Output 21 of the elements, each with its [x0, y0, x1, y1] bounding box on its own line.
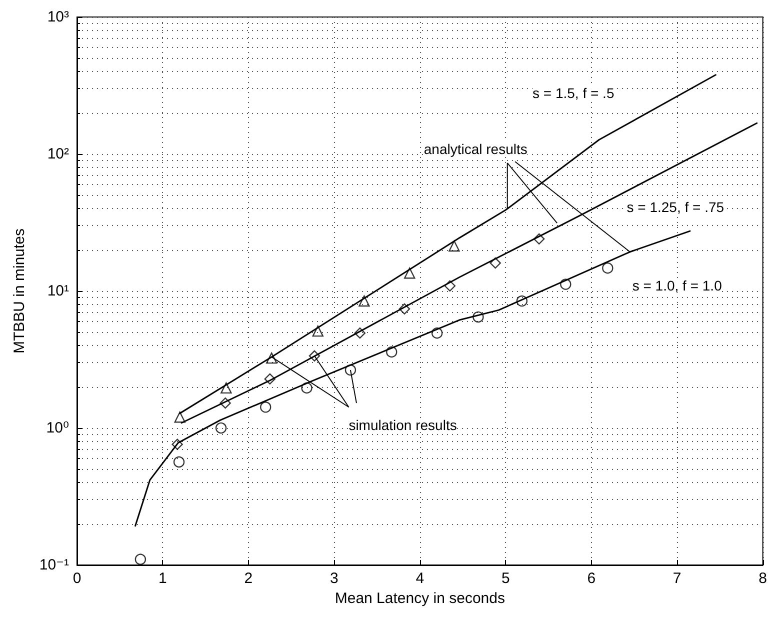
annotation: simulation results: [348, 417, 457, 434]
x-tick-label: 1: [158, 570, 167, 587]
x-tick-label: 8: [758, 570, 767, 587]
annotation: s = 1.25, f = .75: [626, 199, 724, 216]
x-tick-label: 2: [244, 570, 253, 587]
y-tick-label: 10⁰: [46, 420, 69, 436]
y-tick-label: 10³: [47, 8, 69, 26]
x-tick-label: 7: [672, 570, 682, 587]
annotation: s = 1.5, f = .5: [532, 84, 614, 101]
y-tick-label: 10⁻¹: [39, 556, 69, 574]
x-tick-label: 6: [587, 570, 596, 587]
x-tick-label: 0: [72, 570, 82, 587]
x-tick-label: 4: [416, 570, 424, 587]
x-tick-label: 3: [330, 570, 338, 587]
annotation: s = 1.0, f = 1.0: [632, 277, 722, 294]
x-axis-title: Mean Latency in seconds: [334, 590, 505, 607]
y-tick-label: 10¹: [47, 282, 69, 300]
x-tick-label: 5: [501, 570, 510, 587]
y-tick-label: 10²: [47, 146, 69, 162]
y-axis-title: MTBBU in minutes: [11, 228, 28, 354]
annotation: analytical results: [424, 140, 528, 157]
